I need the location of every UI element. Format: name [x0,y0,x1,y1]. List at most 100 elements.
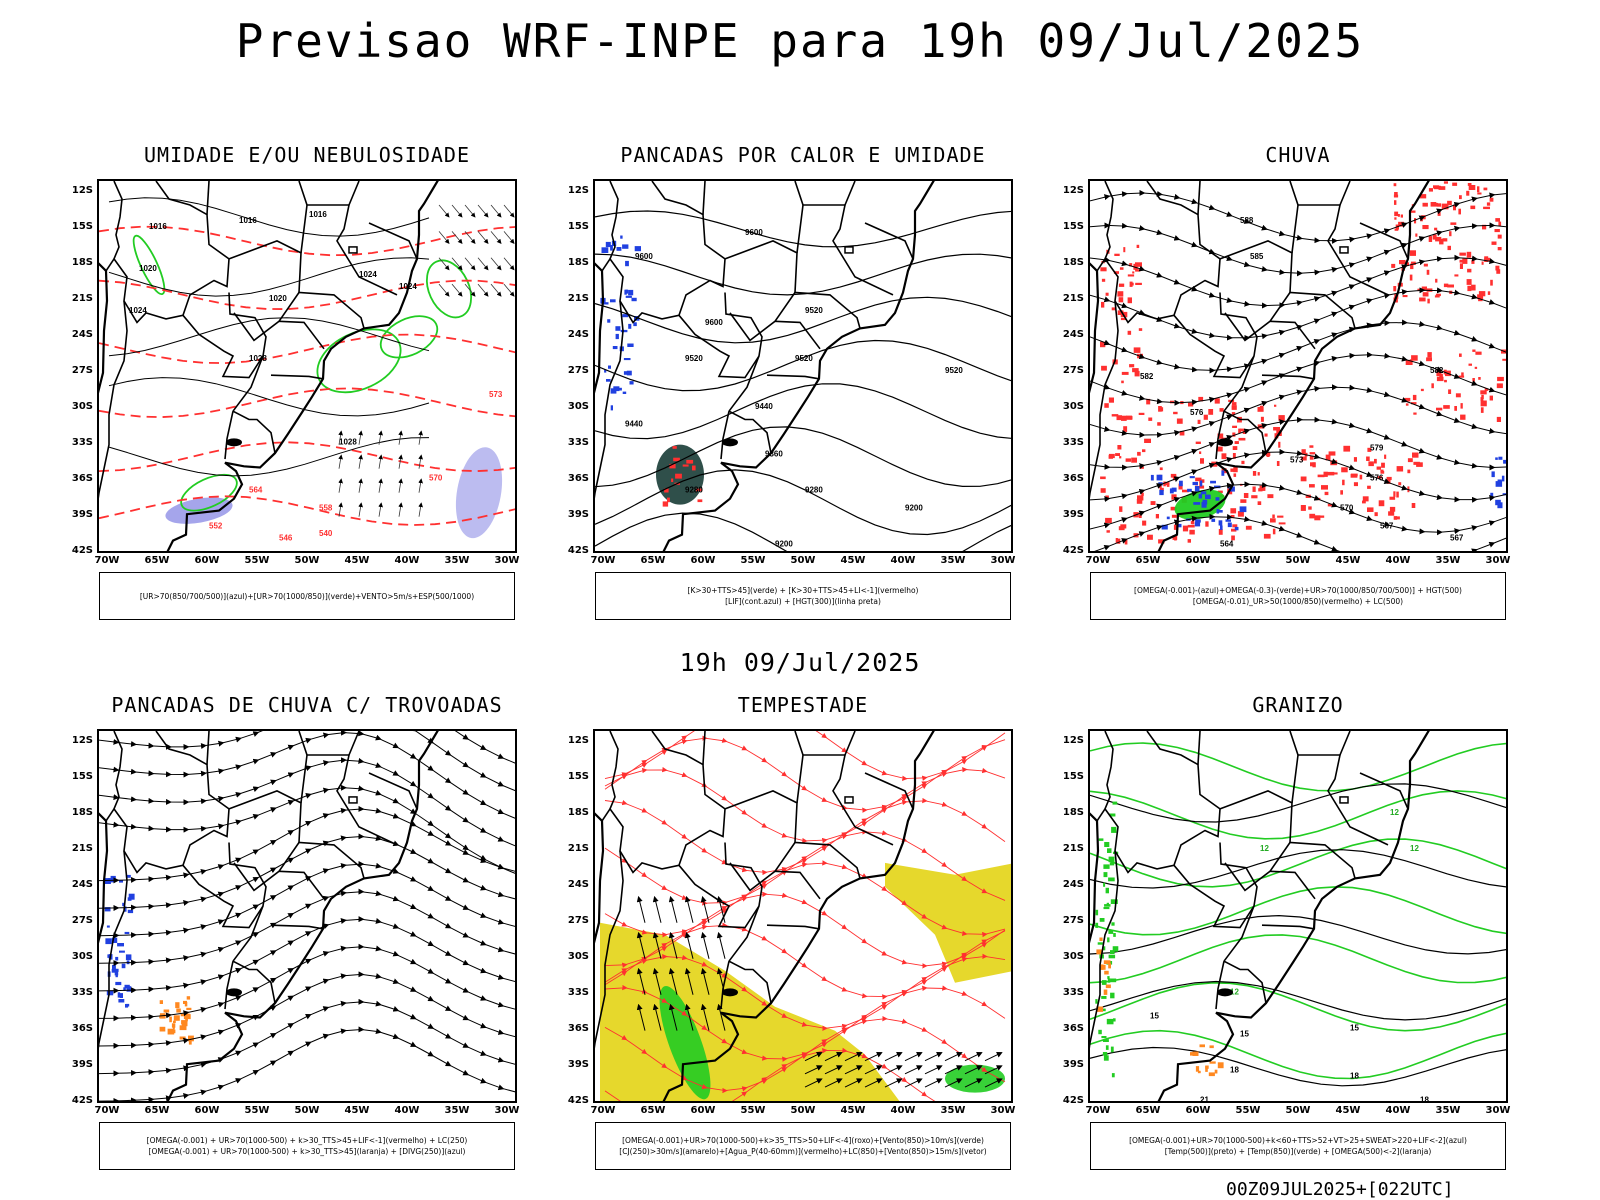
rain-red-area [1447,284,1454,288]
rain-blue-area [1210,480,1216,484]
wind-vector [451,231,463,244]
rain-blue-area [1496,481,1499,484]
latitude-tick-label: 33S [567,986,589,998]
state-border [774,870,821,900]
rain-red-area [1252,486,1256,492]
rain-red-area [1436,203,1442,207]
streamline [99,784,515,874]
longitude-tick-label: 50W [294,1105,320,1116]
panel-title: PANCADAS POR CALOR E UMIDADE [620,143,986,167]
divergence-blue [105,878,111,884]
rain-red-area [1111,414,1119,417]
state-border [1104,181,1221,324]
state-border [728,355,760,412]
rain-red-area [1127,274,1135,277]
instability-red-spot [672,446,677,449]
rain-blue-area [1490,492,1494,498]
humidity-green-contour [132,234,166,296]
state-border [1261,924,1315,930]
omega-orange-area [1205,1065,1209,1069]
rain-red-area [1427,352,1432,358]
wind-vector [904,1065,923,1075]
rain-red-area [1475,351,1482,355]
longitude-tick-label: 55W [740,1105,766,1116]
panel-legend-box: [OMEGA(-0.001) + UR>70(1000-500) + k>30_… [99,1122,515,1170]
state-border [766,924,820,930]
rain-red-area [1367,485,1371,489]
temp-850-green [1090,742,1506,792]
temp-850-green [1108,856,1115,863]
lifted-index-blue [628,323,632,329]
rain-red-area [1197,419,1201,424]
rain-red-area [1105,517,1112,524]
longitude-tick-label: 50W [790,555,816,566]
divergence-blue [118,999,125,1003]
rain-red-area [1147,534,1153,540]
wind-vector [824,1052,843,1062]
state-border [864,772,914,810]
temp-850-green [1103,872,1108,878]
wind-vector [652,1003,662,1031]
wind-vector [716,1003,726,1031]
coastline-east [1157,731,1430,1101]
latitude-tick-label: 18S [71,806,93,818]
latitude-tick-label: 39S [1062,1058,1084,1070]
contour-label: 1024 [129,306,147,315]
longitude-tick-label: 65W [144,555,170,566]
longitude-tick-label: 40W [890,555,916,566]
longitude-tick-label: 40W [1385,555,1411,566]
federal-district-mark [844,796,854,804]
longitude-tick-label: 50W [1285,555,1311,566]
wind-vector [464,283,476,297]
rain-red-area [1426,269,1430,275]
rain-red-area [1105,495,1109,499]
rain-red-area [1436,407,1443,411]
rain-red-area [1132,368,1139,373]
longitude-tick-label: 65W [640,1105,666,1116]
map-canvas [99,731,515,1101]
latitude-tick-label: 30S [567,950,589,962]
temp-850-green [1103,864,1110,869]
latitude-tick-label: 30S [1062,400,1084,412]
state-border [348,181,360,206]
lifted-index-blue [622,391,627,394]
rain-red-area [1170,473,1177,478]
wind-vector [944,1078,963,1088]
rain-red-area [1240,499,1247,503]
rain-red-area [1232,425,1237,428]
lifted-index-blue [605,241,611,248]
federal-district-mark [348,246,358,254]
rain-red-area [1434,295,1440,298]
geopotential-contour [595,512,1011,551]
rain-red-area [1101,365,1107,371]
omega-orange-area [1096,949,1102,955]
rain-red-area [1409,274,1413,281]
rain-blue-area [1503,459,1506,464]
storm-orange-area [175,1002,180,1009]
panel-legend-box: [OMEGA(-0.001)-(azul)+OMEGA(-0.3)-(verde… [1090,572,1506,620]
wind-vector [438,204,450,218]
contour-label: 576 [1370,474,1384,483]
rain-red-area [1150,501,1156,505]
rain-red-area [1142,520,1147,526]
streamline [1090,384,1506,438]
contour-label: 9520 [795,354,813,363]
latitude-tick-label: 18S [567,806,589,818]
temp-500-black [1090,980,1506,1021]
rain-red-area [1125,458,1131,462]
wind-vector [700,967,710,995]
latitude-tick-label: 21S [567,842,589,854]
contour-label: 15 [1350,1024,1359,1033]
temp-850-green [1102,1052,1108,1056]
temp-850-green [1110,992,1115,999]
contour-label: 9520 [685,354,703,363]
lifted-index-blue [634,246,641,252]
state-border [1223,355,1255,412]
latitude-tick-label: 42S [567,544,589,556]
rain-blue-area [1234,526,1239,531]
longitude-tick-label: 60W [1185,1105,1211,1116]
rain-red-area [1200,458,1204,464]
latitude-tick-label: 33S [1062,436,1084,448]
thickness-dashed-red [99,279,515,311]
rain-red-area [1389,496,1396,500]
